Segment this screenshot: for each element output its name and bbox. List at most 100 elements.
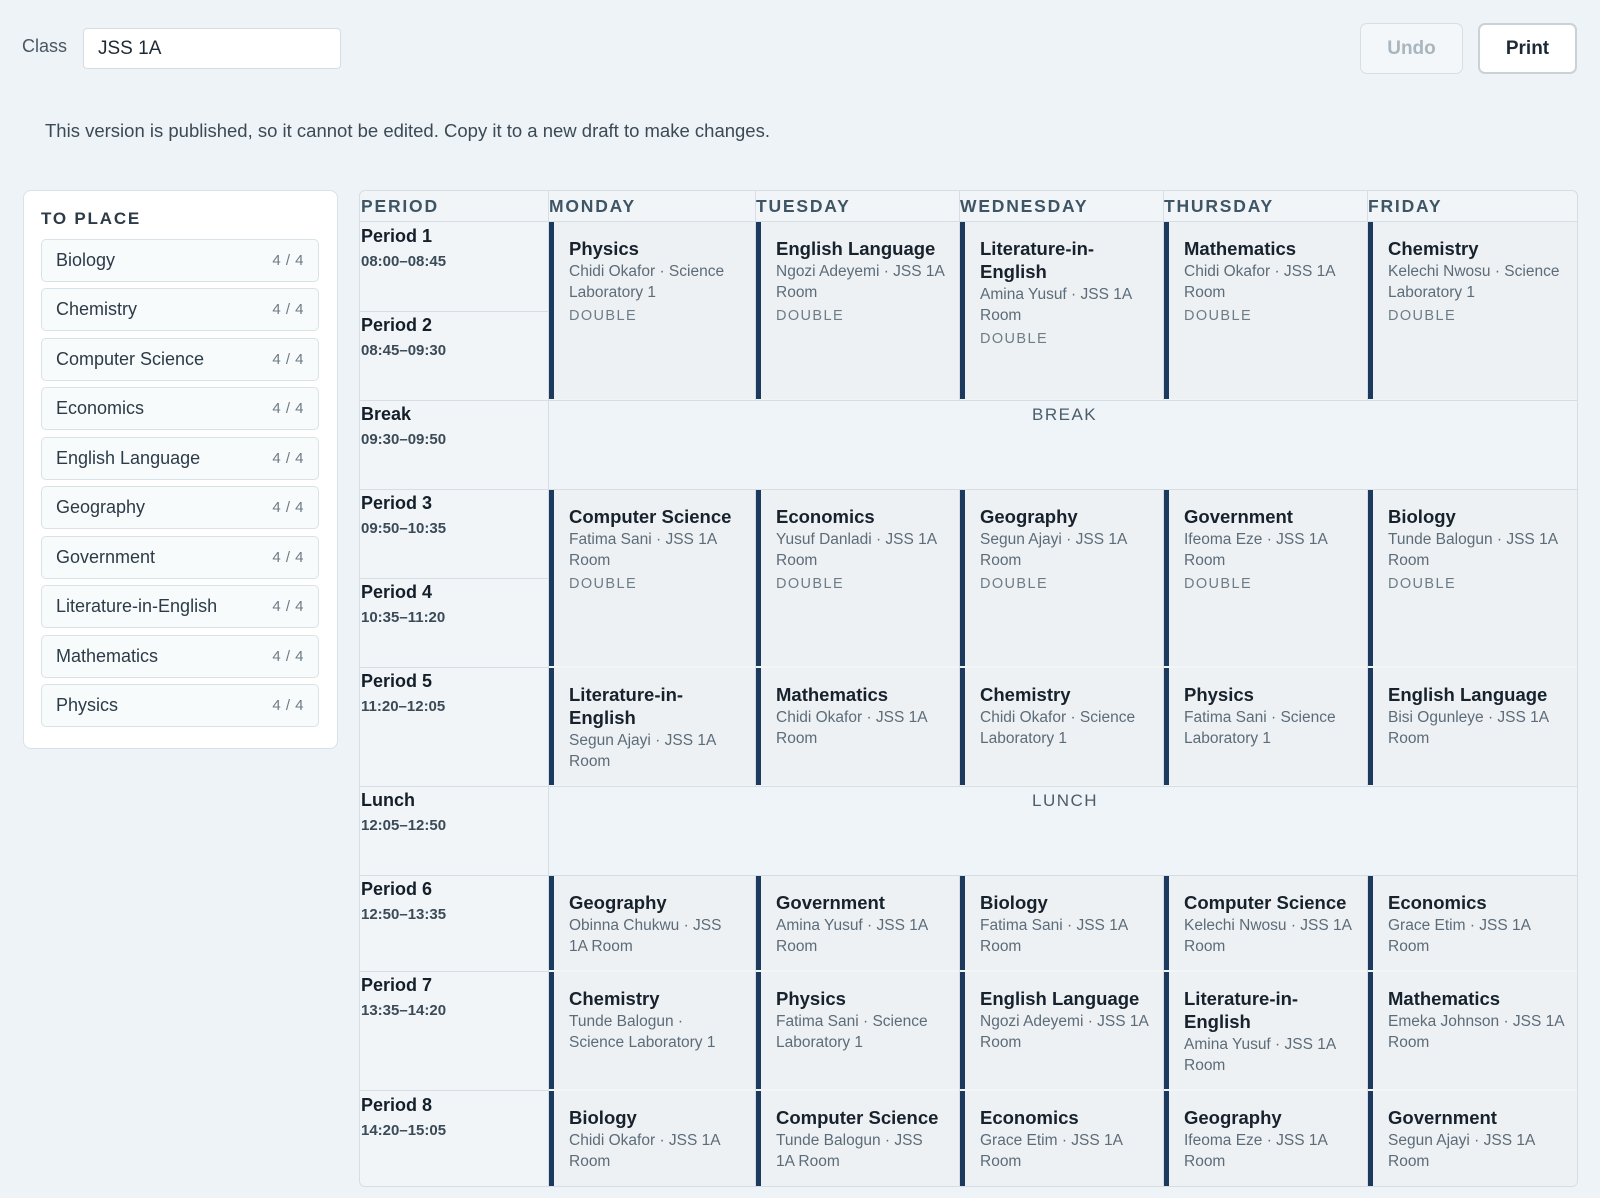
lesson-subject: Literature-in-English [1184,988,1299,1032]
lesson-cell[interactable]: Literature-in-English Amina Yusuf · JSS 1… [960,222,1163,399]
period-label: Period 3 [361,493,433,513]
break-band-label: BREAK [1032,405,1098,424]
to-place-title: TO PLACE [41,209,142,228]
to-place-item[interactable]: Physics 4 / 4 [41,684,319,727]
lesson-cell[interactable]: Geography Segun Ajayi · JSS 1A Room DOUBLE [960,490,1163,666]
to-place-item[interactable]: Chemistry 4 / 4 [41,288,319,331]
undo-button[interactable]: Undo [1360,23,1463,74]
to-place-item-count: 4 / 4 [272,400,304,417]
period-time: 08:45–09:30 [361,342,447,359]
lesson-cell[interactable]: Economics Grace Etim · JSS 1A Room [960,1091,1163,1186]
lesson-double-badge: DOUBLE [569,576,638,592]
period-divider [360,667,549,668]
lesson-teacher-room: Segun Ajayi · JSS 1A Room [1388,1132,1535,1170]
lesson-cell[interactable]: Literature-in-English Segun Ajayi · JSS 1… [549,668,755,785]
lesson-teacher-room: Bisi Ogunleye · JSS 1A Room [1388,709,1549,747]
lesson-teacher-room: Chidi Okafor · Science Laboratory 1 [980,709,1136,747]
lesson-cell[interactable]: Literature-in-English Amina Yusuf · JSS 1… [1164,972,1367,1089]
lunch-band-label: LUNCH [1032,791,1099,810]
period-time: 09:30–09:50 [361,431,447,448]
to-place-item[interactable]: Biology 4 / 4 [41,239,319,282]
lesson-cell[interactable]: English Language Bisi Ogunleye · JSS 1A R… [1368,668,1577,785]
period-label: Period 4 [361,582,433,602]
break-band [549,400,1577,489]
lesson-cell[interactable]: Mathematics Emeka Johnson · JSS 1A Room [1368,972,1577,1089]
lesson-cell[interactable]: Government Segun Ajayi · JSS 1A Room [1368,1091,1577,1186]
lesson-cell[interactable]: English Language Ngozi Adeyemi · JSS 1A R… [960,972,1163,1089]
to-place-item[interactable]: English Language 4 / 4 [41,437,319,480]
lesson-cell[interactable]: Chemistry Kelechi Nwosu · Science Laborat… [1368,222,1577,399]
to-place-item-name: Economics [56,398,145,418]
to-place-item[interactable]: Geography 4 / 4 [41,486,319,529]
lesson-teacher-room: Amina Yusuf · JSS 1A Room [1184,1036,1336,1074]
published-notice: This version is published, so it cannot … [45,120,770,141]
lesson-subject: Chemistry [980,684,1071,705]
to-place-item-count: 4 / 4 [272,598,304,615]
period-time: 10:35–11:20 [361,609,446,626]
period-label: Lunch [361,790,415,810]
lesson-subject: Geography [1184,1107,1282,1128]
lesson-teacher-room: Fatima Sani · JSS 1A Room [980,917,1128,955]
to-place-item[interactable]: Economics 4 / 4 [41,387,319,430]
lesson-cell[interactable]: Chemistry Tunde Balogun · Science Laborat… [549,972,755,1089]
lesson-subject: Mathematics [1388,988,1501,1009]
lesson-double-badge: DOUBLE [776,308,845,324]
lesson-cell[interactable]: Computer Science Fatima Sani · JSS 1A Roo… [549,490,755,666]
lesson-subject: Geography [980,506,1078,527]
to-place-item-name: Literature-in-English [56,596,218,616]
period-divider [360,489,549,490]
lesson-cell[interactable]: Geography Ifeoma Eze · JSS 1A Room [1164,1091,1367,1186]
lesson-cell[interactable]: Biology Tunde Balogun · JSS 1A Room DOUBLE [1368,490,1577,666]
band-divider [549,786,1577,787]
lesson-cell[interactable]: Economics Grace Etim · JSS 1A Room [1368,876,1577,970]
lesson-cell[interactable]: Economics Yusuf Danladi · JSS 1A Room DOUB… [756,490,959,666]
to-place-item[interactable]: Government 4 / 4 [41,536,319,579]
to-place-item-name: Mathematics [56,646,159,666]
lesson-teacher-room: Emeka Johnson · JSS 1A Room [1388,1013,1564,1051]
lesson-double-badge: DOUBLE [1388,308,1457,324]
lesson-cell[interactable]: Geography Obinna Chukwu · JSS 1A Room [549,876,755,970]
lesson-cell[interactable]: Government Amina Yusuf · JSS 1A Room [756,876,959,970]
to-place-item-count: 4 / 4 [272,499,304,516]
lesson-cell[interactable]: Chemistry Chidi Okafor · Science Laborato… [960,668,1163,785]
period-label: Period 6 [361,879,433,899]
lesson-cell[interactable]: Computer Science Tunde Balogun · JSS 1A R… [756,1091,959,1186]
class-input[interactable] [83,28,341,69]
lesson-cell[interactable]: Biology Fatima Sani · JSS 1A Room [960,876,1163,970]
to-place-item[interactable]: Literature-in-English 4 / 4 [41,585,319,628]
period-label: Period 1 [361,226,433,246]
lesson-subject: English Language [776,238,936,259]
period-divider [360,1090,549,1091]
lesson-teacher-room: Segun Ajayi · JSS 1A Room [980,531,1127,569]
lesson-cell[interactable]: English Language Ngozi Adeyemi · JSS 1A R… [756,222,959,399]
lesson-subject: English Language [1388,684,1548,705]
lesson-subject: Computer Science [569,506,732,527]
period-time: 08:00–08:45 [361,253,447,270]
lesson-cell[interactable]: Biology Chidi Okafor · JSS 1A Room [549,1091,755,1186]
lesson-subject: Physics [569,238,639,259]
lesson-cell[interactable]: Mathematics Chidi Okafor · JSS 1A Room [756,668,959,785]
lesson-cell[interactable]: Mathematics Chidi Okafor · JSS 1A Room DOU… [1164,222,1367,399]
lesson-subject: Mathematics [1184,238,1297,259]
to-place-item[interactable]: Computer Science 4 / 4 [41,338,319,381]
lesson-cell[interactable]: Computer Science Kelechi Nwosu · JSS 1A R… [1164,876,1367,970]
lesson-teacher-room: Ifeoma Eze · JSS 1A Room [1184,531,1328,569]
to-place-item[interactable]: Mathematics 4 / 4 [41,635,319,678]
period-divider [360,311,549,312]
to-place-panel: TO PLACE Biology 4 / 4 Chemistry 4 / 4 Compu… [23,190,338,749]
lesson-cell[interactable]: Physics Fatima Sani · Science Laboratory … [756,972,959,1089]
lesson-cell[interactable]: Government Ifeoma Eze · JSS 1A Room DOUBLE [1164,490,1367,666]
lesson-subject: Government [776,892,885,913]
lesson-teacher-room: Grace Etim · JSS 1A Room [980,1132,1123,1170]
lesson-teacher-room: Ngozi Adeyemi · JSS 1A Room [980,1013,1148,1051]
lesson-subject: Geography [569,892,667,913]
lesson-cell[interactable]: Physics Fatima Sani · Science Laboratory … [1164,668,1367,785]
lesson-double-badge: DOUBLE [980,576,1049,592]
lesson-teacher-room: Ngozi Adeyemi · JSS 1A Room [776,263,944,301]
print-button[interactable]: Print [1478,23,1577,74]
period-time: 12:50–13:35 [361,906,447,923]
lesson-double-badge: DOUBLE [1184,308,1253,324]
lesson-teacher-room: Fatima Sani · Science Laboratory 1 [1184,709,1336,747]
lesson-cell[interactable]: Physics Chidi Okafor · Science Laboratory… [549,222,755,399]
period-time: 12:05–12:50 [361,817,447,834]
